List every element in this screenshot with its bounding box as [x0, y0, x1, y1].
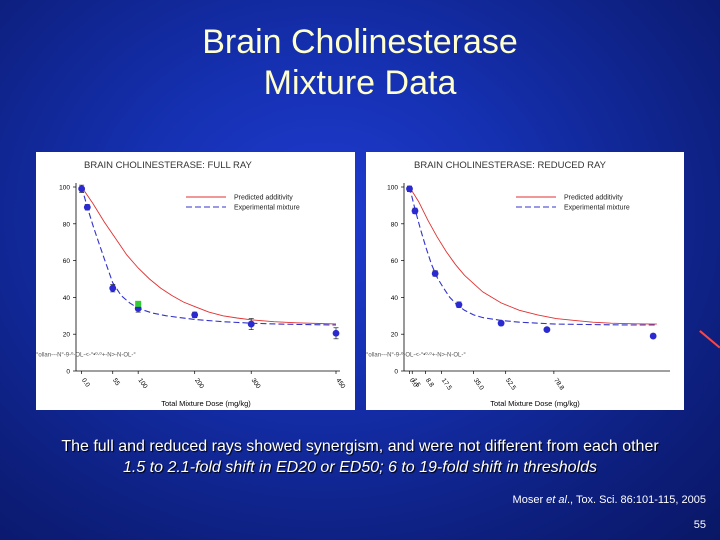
data-point: [191, 311, 199, 319]
x-tick-label: 52.5: [504, 377, 517, 392]
baseline-annotation: °ollan---N°-9-º-OL-<-°•º-º+-N>-N-OL-°: [36, 351, 136, 358]
data-point: [78, 185, 86, 193]
x-tick-label: 0.0: [408, 377, 419, 389]
citation: Moser et al., Tox. Sci. 86:101-115, 2005: [513, 494, 706, 506]
y-tick-label: 40: [391, 295, 399, 302]
caption: The full and reduced rays showed synergi…: [0, 436, 720, 478]
chart-full-ray: BRAIN CHOLINESTERASE: FULL RAY 0 20 40 60 80 1…: [36, 160, 347, 408]
y-tick-label: 0: [66, 369, 70, 376]
y-tick-label: 100: [387, 185, 398, 192]
x-tick-label: 450: [334, 377, 346, 390]
chart-panel-full-ray: BRAIN CHOLINESTERASE: FULL RAY 0 20 40 60 80 1…: [36, 152, 355, 410]
legend-label-experimental: Experimental mixture: [234, 205, 300, 212]
data-point: [497, 319, 505, 327]
x-tick-label: 0.0: [80, 377, 91, 389]
y-tick-label: 20: [391, 332, 399, 339]
chart-reduced-ray: BRAIN CHOLINESTERASE: REDUCED RAY 0 20 40 60…: [366, 160, 670, 408]
data-point: [649, 332, 657, 340]
data-point: [543, 326, 551, 333]
data-point: [411, 207, 419, 215]
data-point: [431, 270, 439, 277]
y-tick-label: 40: [63, 295, 71, 302]
data-point: [109, 284, 117, 292]
series-line-predicted: [409, 186, 657, 325]
x-tick-label: 200: [193, 377, 205, 390]
legend-label-predicted: Predicted additivity: [234, 195, 293, 202]
citation-rest: ., Tox. Sci. 86:101-115, 2005: [566, 494, 706, 506]
x-tick-label: 55: [111, 377, 121, 387]
chart-title: BRAIN CHOLINESTERASE: REDUCED RAY: [414, 160, 607, 171]
x-tick-label: 8.8: [424, 377, 435, 389]
y-tick-label: 60: [391, 258, 399, 265]
legend-label-predicted: Predicted additivity: [564, 195, 623, 202]
title-line-2: Mixture Data: [263, 64, 457, 102]
baseline-annotation: °ollan---N°-9-º-OL-<-°•º-º+-N>-N-OL-°: [366, 351, 466, 358]
chart-title: BRAIN CHOLINESTERASE: FULL RAY: [84, 160, 253, 171]
x-tick-label: 300: [250, 377, 262, 390]
citation-authors: Moser: [512, 494, 544, 506]
x-tick-label: 78.8: [552, 377, 565, 392]
legend-label-experimental: Experimental mixture: [564, 205, 630, 212]
x-tick-label: 1.5: [411, 377, 422, 389]
x-tick-label: 35.0: [472, 377, 485, 392]
data-point: [332, 329, 340, 337]
page-number: 55: [693, 519, 706, 531]
chart-panel-reduced-ray: BRAIN CHOLINESTERASE: REDUCED RAY 0 20 40 60…: [366, 152, 684, 410]
x-tick-label: 17.5: [440, 377, 453, 392]
y-tick-label: 100: [59, 185, 70, 192]
highlight-point: [135, 300, 142, 307]
slide-title: Brain Cholinesterase Mixture Data: [0, 22, 720, 104]
y-tick-label: 80: [63, 221, 71, 228]
x-axis-label: Total Mixture Dose (mg/kg): [490, 399, 580, 408]
x-axis-label: Total Mixture Dose (mg/kg): [161, 399, 251, 408]
y-tick-label: 60: [63, 258, 71, 265]
citation-etal: et al: [546, 494, 567, 506]
series-line-experimental: [408, 186, 657, 326]
x-tick-label: 100: [137, 377, 149, 390]
caption-line-2: 1.5 to 2.1-fold shift in ED20 or ED50; 6…: [122, 459, 598, 476]
data-point: [247, 320, 255, 328]
decorative-line: [699, 330, 720, 349]
caption-line-1: The full and reduced rays showed synergi…: [61, 438, 659, 455]
y-tick-label: 0: [394, 369, 398, 376]
title-line-1: Brain Cholinesterase: [202, 23, 518, 61]
y-tick-label: 20: [63, 332, 71, 339]
series-line-predicted: [81, 186, 337, 325]
y-tick-label: 80: [391, 221, 399, 228]
data-point: [455, 301, 463, 309]
data-point: [83, 203, 91, 211]
data-point: [406, 185, 413, 193]
